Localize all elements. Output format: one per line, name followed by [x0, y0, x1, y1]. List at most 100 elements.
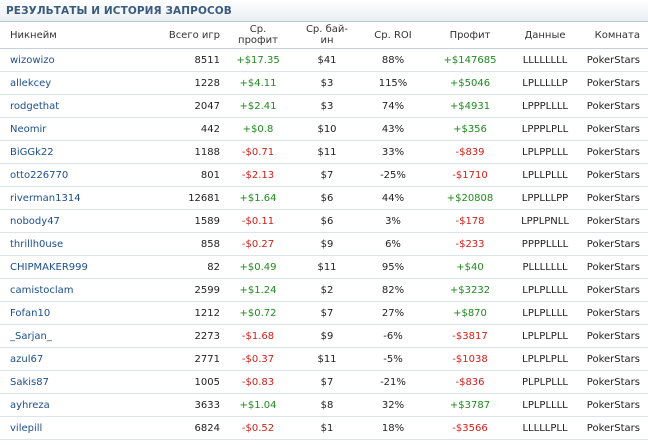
roi-value: -5%: [358, 347, 428, 371]
avg-buyin-value: $3: [296, 71, 358, 95]
avg-buyin-value: $6: [296, 186, 358, 210]
table-row: camistoclam 2599 +$1.24 $2 82% +$3232 LPLPLLLL…: [0, 278, 648, 302]
avg-profit-value: +$17.35: [220, 48, 296, 72]
table-header-row: Никнейм Всего игр Ср. профит Ср. бай-ин С…: [0, 22, 648, 49]
player-nick-link[interactable]: Neomir: [0, 117, 150, 141]
history-data: LPLPPLLL: [512, 140, 578, 164]
player-nick-link[interactable]: nobody47: [0, 209, 150, 233]
room-name: PokerStars: [578, 393, 648, 417]
avg-buyin-value: $9: [296, 324, 358, 348]
room-name: PokerStars: [578, 255, 648, 279]
games-count: 1188: [150, 140, 220, 164]
roi-value: 32%: [358, 393, 428, 417]
profit-value: +$870: [428, 301, 512, 325]
history-data: PLPLPLLL: [512, 370, 578, 394]
avg-profit-value: -$1.68: [220, 324, 296, 348]
player-nick-link[interactable]: camistoclam: [0, 278, 150, 302]
avg-buyin-value: $7: [296, 301, 358, 325]
room-name: PokerStars: [578, 117, 648, 141]
section-title: РЕЗУЛЬТАТЫ И ИСТОРИЯ ЗАПРОСОВ: [0, 0, 648, 22]
games-count: 6824: [150, 416, 220, 440]
avg-buyin-value: $1: [296, 416, 358, 440]
games-count: 2771: [150, 347, 220, 371]
results-table: Никнейм Всего игр Ср. профит Ср. бай-ин С…: [0, 22, 648, 440]
games-count: 8511: [150, 48, 220, 72]
column-header-avg-buyin[interactable]: Ср. бай-ин: [296, 22, 358, 49]
avg-profit-value: +$0.49: [220, 255, 296, 279]
avg-profit-value: -$0.27: [220, 232, 296, 256]
table-row: rodgethat 2047 +$2.41 $3 74% +$4931 LPPPLLLL Po…: [0, 94, 648, 118]
games-count: 12681: [150, 186, 220, 210]
avg-buyin-value: $10: [296, 117, 358, 141]
games-count: 2273: [150, 324, 220, 348]
column-header-roi[interactable]: Ср. ROI: [358, 22, 428, 49]
profit-value: +$40: [428, 255, 512, 279]
history-data: LPLPLLLL: [512, 301, 578, 325]
avg-buyin-value: $41: [296, 48, 358, 72]
player-nick-link[interactable]: vilepill: [0, 416, 150, 440]
player-nick-link[interactable]: ayhreza: [0, 393, 150, 417]
player-nick-link[interactable]: CHIPMAKER999: [0, 255, 150, 279]
roi-value: 74%: [358, 94, 428, 118]
player-nick-link[interactable]: rodgethat: [0, 94, 150, 118]
avg-buyin-value: $6: [296, 209, 358, 233]
table-row: allekcey 1228 +$4.11 $3 115% +$5046 LPLLLLLP Po…: [0, 71, 648, 95]
player-nick-link[interactable]: _Sarjan_: [0, 324, 150, 348]
room-name: PokerStars: [578, 324, 648, 348]
table-row: _Sarjan_ 2273 -$1.68 $9 -6% -$3817 LPLPLPLL Pok…: [0, 324, 648, 348]
column-header-room[interactable]: Комната: [578, 22, 648, 49]
roi-value: 115%: [358, 71, 428, 95]
avg-buyin-value: $7: [296, 370, 358, 394]
room-name: PokerStars: [578, 94, 648, 118]
table-row: CHIPMAKER999 82 +$0.49 $11 95% +$40 PLLLLLLL Po…: [0, 255, 648, 279]
profit-value: -$836: [428, 370, 512, 394]
profit-value: -$178: [428, 209, 512, 233]
history-data: PLLLLLLL: [512, 255, 578, 279]
player-nick-link[interactable]: thrillh0use: [0, 232, 150, 256]
avg-buyin-value: $2: [296, 278, 358, 302]
table-row: nobody47 1589 -$0.11 $6 3% -$178 LPPLPNLL Poker…: [0, 209, 648, 233]
profit-value: +$20808: [428, 186, 512, 210]
roi-value: 95%: [358, 255, 428, 279]
column-header-games[interactable]: Всего игр: [150, 22, 220, 49]
column-header-data[interactable]: Данные: [512, 22, 578, 49]
player-nick-link[interactable]: Fofan10: [0, 301, 150, 325]
room-name: PokerStars: [578, 301, 648, 325]
player-nick-link[interactable]: riverman1314: [0, 186, 150, 210]
avg-buyin-value: $11: [296, 140, 358, 164]
profit-value: -$839: [428, 140, 512, 164]
column-header-avg-profit[interactable]: Ср. профит: [220, 22, 296, 49]
profit-value: -$1038: [428, 347, 512, 371]
roi-value: -21%: [358, 370, 428, 394]
player-nick-link[interactable]: BiGGk22: [0, 140, 150, 164]
table-row: riverman1314 12681 +$1.64 $6 44% +$20808 LPPLL…: [0, 186, 648, 210]
roi-value: 18%: [358, 416, 428, 440]
table-row: thrillh0use 858 -$0.27 $9 6% -$233 PPPPLLLL Pok…: [0, 232, 648, 256]
roi-value: 33%: [358, 140, 428, 164]
table-row: Neomir 442 +$0.8 $10 43% +$356 LPPPLPLL PokerSt…: [0, 117, 648, 141]
player-nick-link[interactable]: allekcey: [0, 71, 150, 95]
games-count: 442: [150, 117, 220, 141]
player-nick-link[interactable]: otto226770: [0, 163, 150, 187]
avg-buyin-value: $8: [296, 393, 358, 417]
avg-profit-value: -$2.13: [220, 163, 296, 187]
table-row: ayhreza 3633 +$1.04 $8 32% +$3787 LPLPLLLL Poke…: [0, 393, 648, 417]
profit-value: -$233: [428, 232, 512, 256]
column-header-profit[interactable]: Профит: [428, 22, 512, 49]
avg-profit-value: +$0.72: [220, 301, 296, 325]
room-name: PokerStars: [578, 416, 648, 440]
avg-buyin-value: $3: [296, 94, 358, 118]
history-data: LPLPLLLL: [512, 393, 578, 417]
player-nick-link[interactable]: Sakis87: [0, 370, 150, 394]
column-header-nick[interactable]: Никнейм: [0, 22, 150, 49]
player-nick-link[interactable]: azul67: [0, 347, 150, 371]
avg-profit-value: -$0.83: [220, 370, 296, 394]
avg-buyin-value: $7: [296, 163, 358, 187]
games-count: 1589: [150, 209, 220, 233]
history-data: LPLLPLLL: [512, 163, 578, 187]
roi-value: 43%: [358, 117, 428, 141]
profit-value: +$4931: [428, 94, 512, 118]
table-row: Sakis87 1005 -$0.83 $7 -21% -$836 PLPLPLLL Poke…: [0, 370, 648, 394]
player-nick-link[interactable]: wizowizo: [0, 48, 150, 72]
roi-value: 88%: [358, 48, 428, 72]
